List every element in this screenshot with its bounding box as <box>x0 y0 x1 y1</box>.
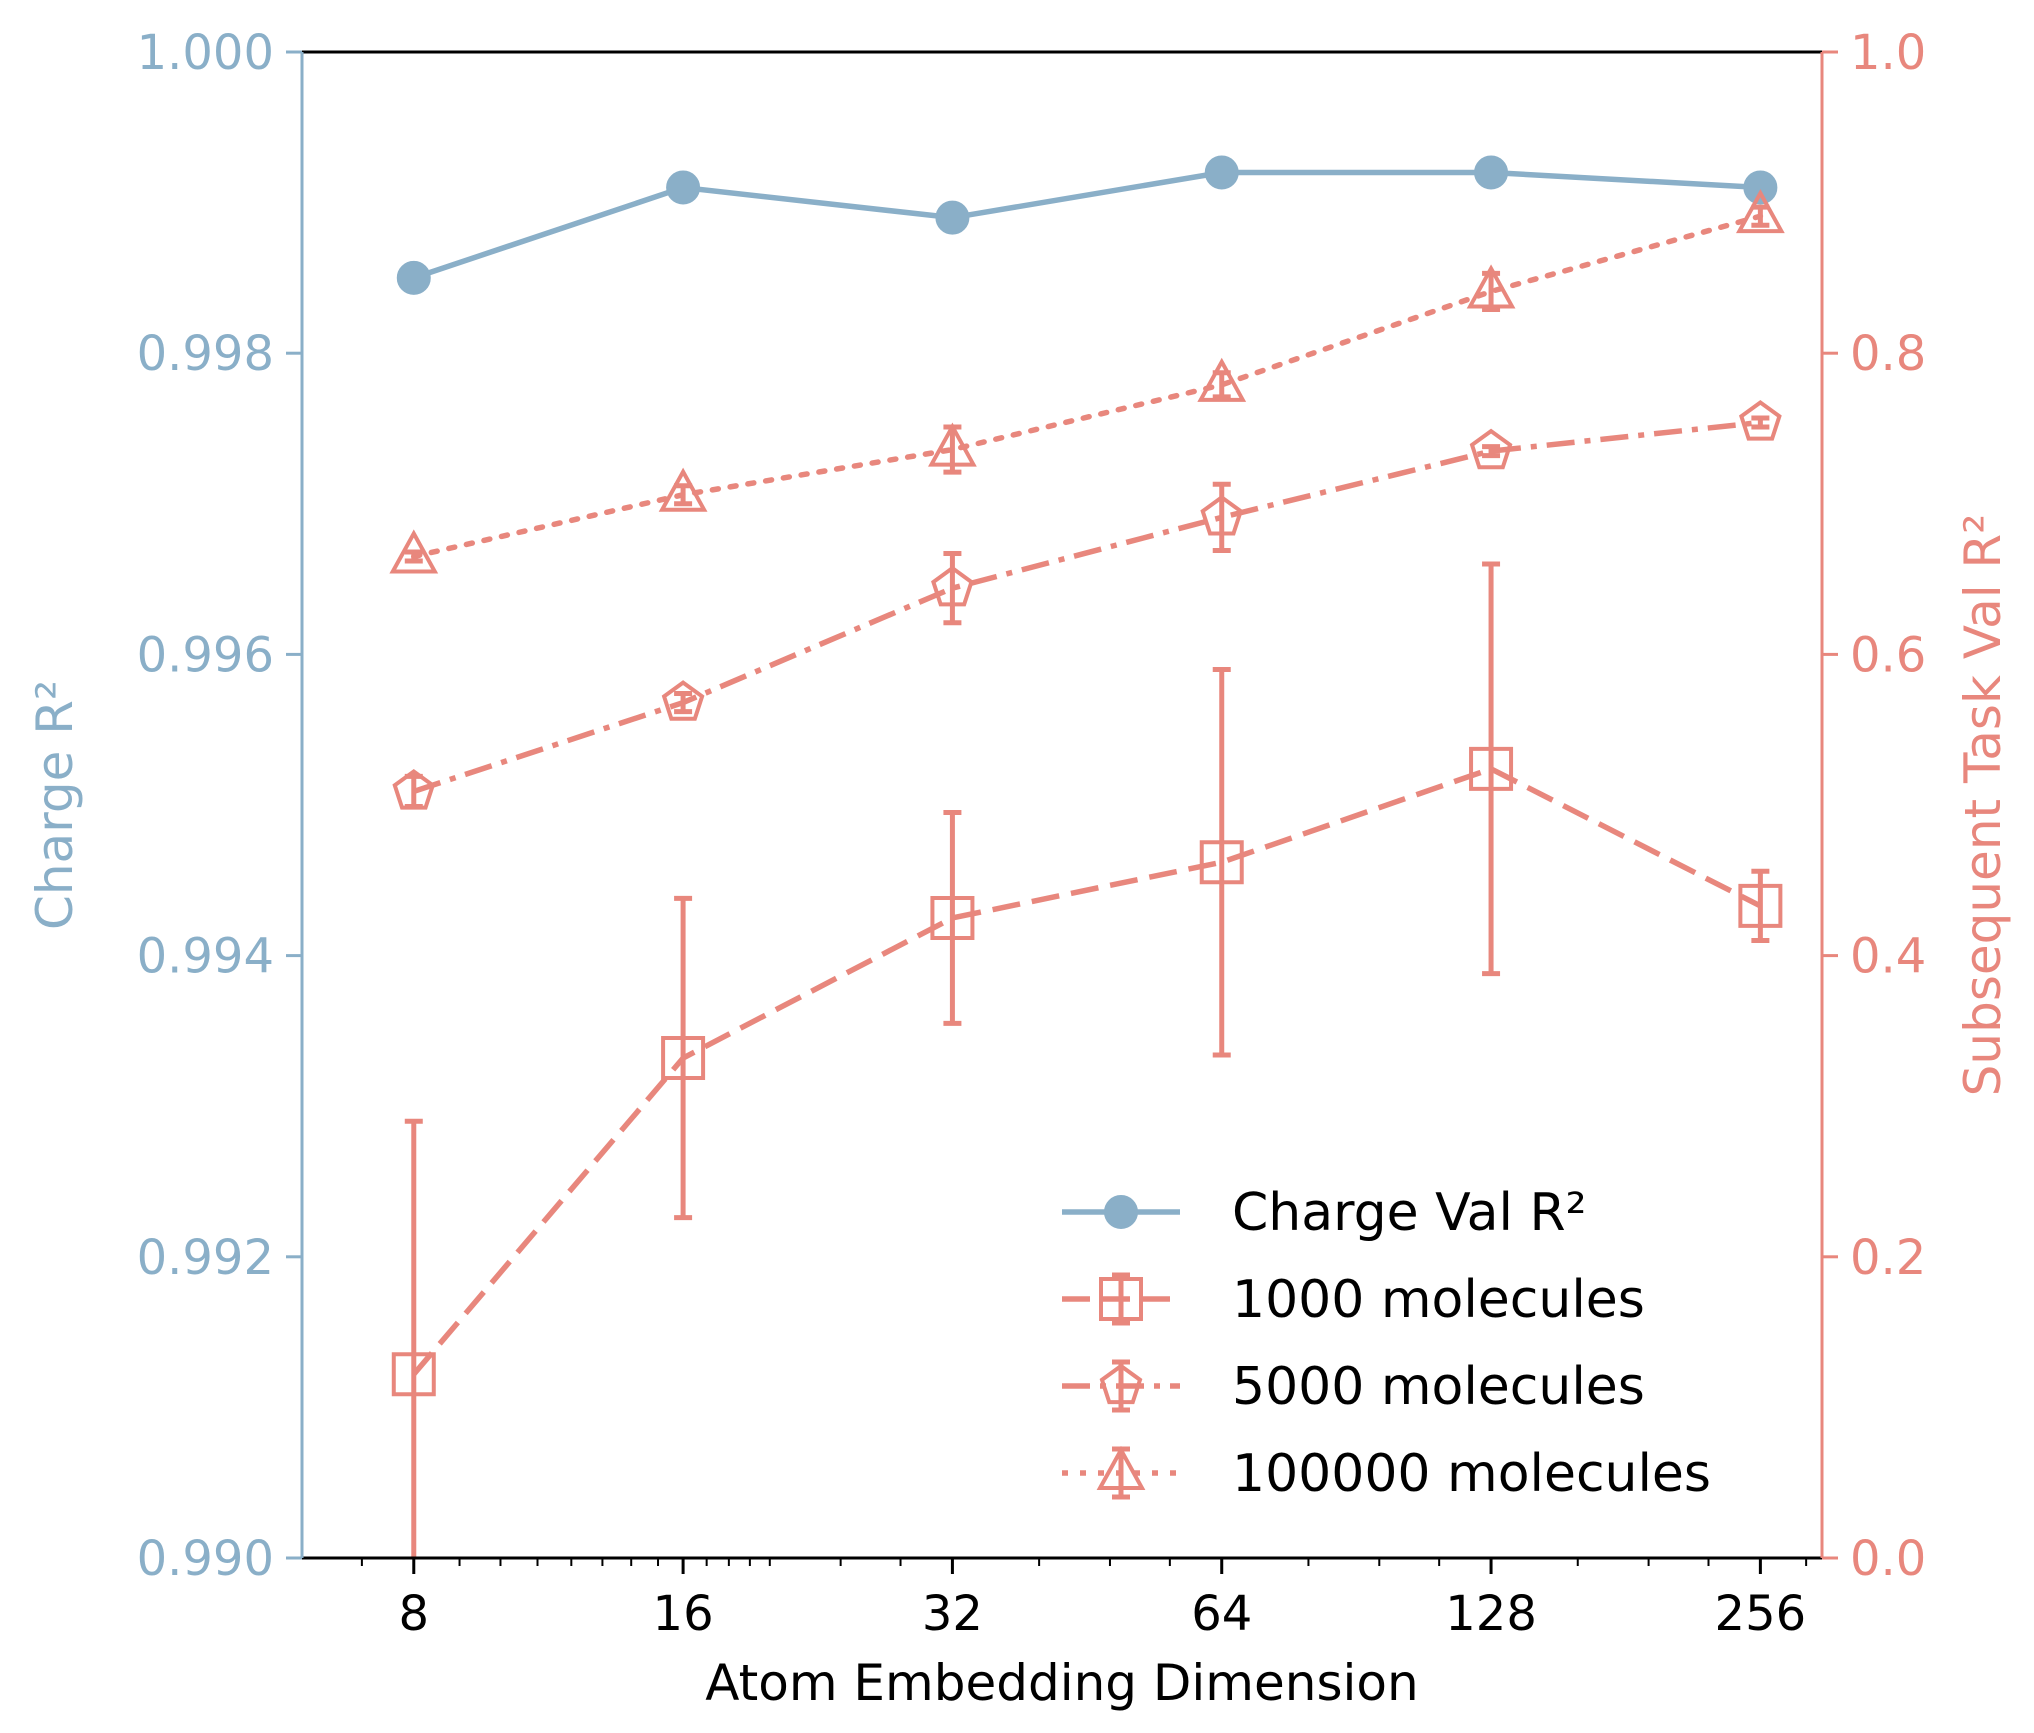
right-tick-label: 0.8 <box>1850 326 1926 382</box>
legend-label: Charge Val R² <box>1232 1183 1586 1243</box>
data-point <box>391 1352 436 1397</box>
left-tick-label: 0.990 <box>137 1531 274 1587</box>
series-line <box>411 213 1764 560</box>
data-point <box>1469 428 1513 470</box>
legend-item: 100000 molecules <box>1062 1444 1711 1504</box>
axes-layer: 8 16 32 64 128 256 0.990 0.992 0.994 0.996 0.998 1.… <box>137 25 1927 1642</box>
data-point <box>1739 400 1782 441</box>
data-point <box>1466 264 1516 309</box>
data-point <box>930 895 975 940</box>
left-axis-title: Charge R² <box>26 680 84 930</box>
data-point <box>1469 746 1514 791</box>
data-point <box>928 422 977 467</box>
legend-label: 1000 molecules <box>1232 1270 1645 1330</box>
x-tick-label: 256 <box>1715 1586 1807 1642</box>
legend-marker <box>1096 1445 1146 1490</box>
left-tick-label: 1.000 <box>137 25 274 81</box>
right-tick-label: 0.0 <box>1850 1531 1926 1587</box>
x-axis-title: Atom Embedding Dimension <box>705 1654 1418 1712</box>
series-line <box>412 169 1761 281</box>
data-point <box>1204 155 1239 190</box>
left-tick-label: 0.996 <box>137 627 274 683</box>
series-1 <box>391 561 1783 1558</box>
legend-item: 1000 molecules <box>1062 1270 1645 1330</box>
legend-item: Charge Val R² <box>1062 1183 1586 1243</box>
data-point <box>1200 494 1244 536</box>
legend: Charge Val R² 1000 molecules 5000 molecule… <box>1062 1183 1711 1504</box>
right-tick-label: 1.0 <box>1850 25 1926 81</box>
legend-item: 5000 molecules <box>1062 1357 1645 1417</box>
data-point <box>658 467 708 512</box>
x-tick-label: 8 <box>399 1586 430 1642</box>
data-point <box>661 1036 706 1081</box>
left-tick-label: 0.994 <box>137 929 274 985</box>
legend-label: 5000 molecules <box>1232 1357 1645 1417</box>
data-point <box>1735 189 1785 234</box>
data-point <box>1197 357 1247 402</box>
data-point <box>935 200 970 235</box>
x-tick-label: 64 <box>1191 1586 1252 1642</box>
x-tick-label: 32 <box>922 1586 983 1642</box>
legend-marker <box>1099 1277 1143 1321</box>
right-tick-label: 0.2 <box>1850 1230 1926 1286</box>
right-axis-title: Subsequent Task Val R² <box>1954 514 2012 1097</box>
data-point <box>1743 170 1778 205</box>
legend-marker <box>1099 1363 1143 1405</box>
series-3 <box>389 189 1785 574</box>
right-tick-label: 0.6 <box>1850 627 1926 683</box>
data-point <box>392 768 436 810</box>
series-line <box>411 765 1762 1377</box>
data-point <box>396 260 431 295</box>
data-point <box>661 680 705 721</box>
x-tick-label: 16 <box>653 1586 714 1642</box>
data-point <box>1474 155 1509 190</box>
legend-marker <box>1104 1195 1138 1229</box>
data-point <box>666 170 701 205</box>
series-line <box>412 419 1761 795</box>
data-point <box>1738 883 1783 928</box>
data-point <box>1199 840 1244 885</box>
series-layer <box>389 155 1785 1558</box>
data-point <box>389 529 439 574</box>
left-tick-label: 0.998 <box>137 326 274 382</box>
data-point <box>931 565 974 607</box>
series-2 <box>392 400 1782 810</box>
series-0 <box>396 155 1778 295</box>
legend-label: 100000 molecules <box>1232 1444 1711 1504</box>
left-tick-label: 0.992 <box>137 1230 274 1286</box>
right-tick-label: 0.4 <box>1850 929 1926 985</box>
x-tick-label: 128 <box>1445 1586 1537 1642</box>
